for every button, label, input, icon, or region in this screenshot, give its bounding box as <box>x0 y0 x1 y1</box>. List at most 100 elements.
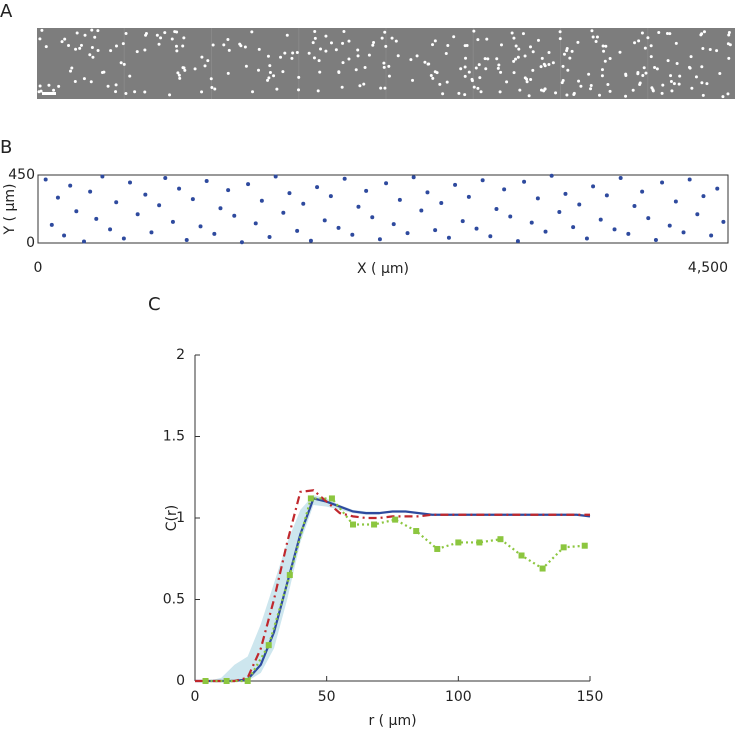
cell <box>209 77 213 81</box>
cell <box>256 68 260 72</box>
cell <box>168 93 172 97</box>
x-axis-label: r ( µm) <box>368 713 416 729</box>
cell <box>356 54 360 58</box>
point <box>405 231 410 236</box>
cell <box>675 62 679 66</box>
cell <box>444 51 448 55</box>
cell <box>677 82 681 86</box>
cell <box>568 56 572 60</box>
cell <box>576 40 580 44</box>
cell <box>257 47 261 51</box>
cell <box>183 68 187 72</box>
cell <box>670 89 674 93</box>
cell <box>93 35 97 39</box>
cell <box>379 86 383 90</box>
point <box>419 208 424 213</box>
cell <box>285 33 289 37</box>
cell <box>390 36 394 40</box>
cell <box>694 75 698 79</box>
cell <box>479 90 483 94</box>
cell <box>347 57 351 61</box>
cell <box>660 91 664 95</box>
cell <box>324 34 328 38</box>
cell <box>467 70 471 74</box>
cell <box>649 55 653 59</box>
cell <box>558 30 562 34</box>
cell <box>203 64 207 68</box>
cell <box>272 74 276 78</box>
point <box>322 218 327 223</box>
cell <box>624 94 628 98</box>
cell <box>470 79 474 83</box>
cell <box>47 83 51 87</box>
point <box>515 239 520 244</box>
cell <box>638 82 642 86</box>
cell <box>640 31 644 35</box>
cell <box>431 43 435 47</box>
cell <box>608 56 612 60</box>
cell <box>560 81 564 85</box>
cell <box>650 86 654 90</box>
cell <box>547 62 551 66</box>
point <box>571 225 576 230</box>
cell <box>531 50 535 54</box>
point <box>632 203 637 208</box>
cell <box>457 91 461 95</box>
cell <box>291 51 295 55</box>
cell <box>396 54 400 58</box>
marker <box>539 565 546 572</box>
cell <box>464 56 468 60</box>
cell <box>213 87 217 91</box>
confidence-band <box>195 495 380 681</box>
point <box>446 235 451 240</box>
point <box>626 231 631 236</box>
point <box>640 189 645 194</box>
cell <box>512 36 516 40</box>
cell <box>266 54 270 58</box>
point <box>184 237 189 242</box>
cell <box>497 63 501 67</box>
point <box>190 197 195 202</box>
cell <box>79 43 83 47</box>
cell <box>78 46 82 50</box>
cell <box>281 70 285 74</box>
cell <box>372 41 376 45</box>
cell <box>295 50 299 54</box>
cell <box>387 64 391 68</box>
point <box>673 199 678 204</box>
cell <box>200 55 204 59</box>
cell <box>726 42 730 46</box>
y-tick-label: 0.5 <box>163 592 185 608</box>
marker <box>223 678 230 684</box>
point <box>563 191 568 196</box>
cell <box>604 44 608 48</box>
cell <box>669 79 673 83</box>
cell <box>521 32 525 36</box>
cell <box>669 74 673 78</box>
cell <box>565 49 569 53</box>
panel-label: B <box>0 137 12 158</box>
cell <box>701 47 705 51</box>
cell <box>641 73 645 77</box>
point <box>267 234 272 239</box>
cell <box>341 41 345 45</box>
cell <box>433 39 437 43</box>
cell <box>88 53 92 57</box>
cell <box>226 37 230 41</box>
cell <box>646 36 650 40</box>
cell <box>542 89 546 93</box>
cell <box>602 49 606 53</box>
cell <box>477 63 481 67</box>
point <box>170 219 175 224</box>
point <box>598 217 603 222</box>
cell <box>60 40 64 44</box>
cell <box>566 68 570 72</box>
series-line <box>195 489 590 683</box>
cell <box>96 29 100 33</box>
plot-frame <box>37 174 729 244</box>
cell <box>74 47 78 51</box>
cell <box>463 65 467 69</box>
y-tick-label: 450 <box>8 167 35 183</box>
cell <box>701 93 705 97</box>
cell <box>362 82 366 86</box>
